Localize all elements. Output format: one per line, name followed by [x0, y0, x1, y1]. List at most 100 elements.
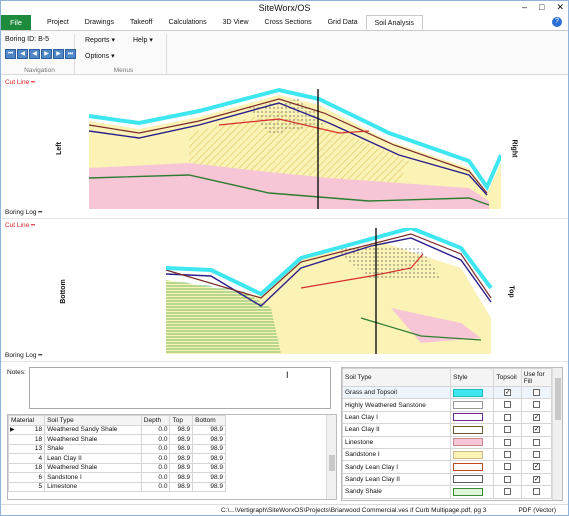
soil-style-swatch[interactable]: [453, 413, 484, 422]
tab-file[interactable]: File: [1, 15, 31, 30]
cell-soil-type[interactable]: Weathered Sandy Shale: [44, 424, 142, 435]
cell-soil-type[interactable]: Weathered Shale: [44, 434, 142, 445]
col-soil-type[interactable]: Soil Type: [44, 415, 142, 426]
last-icon[interactable]: ⏭: [65, 49, 76, 59]
topsoil-checkbox[interactable]: [504, 451, 512, 459]
soil-style-cell[interactable]: [450, 435, 495, 449]
next-fast-icon[interactable]: ▶: [53, 49, 64, 59]
cell-top[interactable]: 98.9: [169, 443, 194, 454]
cell-bottom[interactable]: 98.9: [192, 462, 226, 473]
topsoil-checkbox[interactable]: [504, 401, 512, 409]
tab-project[interactable]: Project: [47, 19, 69, 26]
cell-depth[interactable]: 0.0: [140, 472, 171, 483]
topsoil-checkbox[interactable]: [504, 488, 512, 496]
tab-grid-data[interactable]: Grid Data: [327, 19, 358, 26]
cell-soil-type[interactable]: Sandstone I: [44, 472, 142, 483]
soil-scroll-thumb[interactable]: [555, 378, 561, 420]
topsoil-checkbox[interactable]: [504, 426, 512, 434]
soil-style-swatch[interactable]: [453, 450, 484, 459]
tab-calculations[interactable]: Calculations: [168, 19, 207, 26]
cell-depth[interactable]: 0.0: [140, 462, 171, 473]
col-top[interactable]: Top: [169, 415, 194, 426]
materials-scroll-thumb[interactable]: [329, 455, 335, 471]
cell-soil-type[interactable]: Shale: [44, 443, 142, 454]
cell-depth[interactable]: 0.0: [140, 434, 171, 445]
cell-top[interactable]: 98.9: [169, 472, 194, 483]
topsoil-checkbox[interactable]: ✓: [504, 389, 512, 397]
cell-depth[interactable]: 0.0: [140, 424, 171, 435]
topsoil-checkbox[interactable]: [504, 463, 512, 471]
soil-style-swatch[interactable]: [453, 425, 484, 434]
cell-material[interactable]: 5: [8, 481, 46, 492]
soil-style-cell[interactable]: [450, 398, 495, 412]
soil-row[interactable]: Sandstone I: [342, 447, 553, 462]
col-depth[interactable]: Depth: [140, 415, 171, 426]
col-material[interactable]: Material: [8, 415, 46, 426]
cell-bottom[interactable]: 98.9: [192, 453, 226, 464]
table-row[interactable]: 18 Weathered Shale 0.0 98.9 98.9: [8, 434, 226, 445]
use-for-fill-checkbox[interactable]: [532, 451, 540, 459]
cell-bottom[interactable]: 98.9: [192, 424, 226, 435]
soil-style-cell[interactable]: [450, 385, 495, 400]
prev-icon[interactable]: ◀: [29, 49, 40, 59]
col-bottom[interactable]: Bottom: [192, 415, 226, 426]
topsoil-checkbox[interactable]: [504, 475, 512, 483]
reports-menu[interactable]: Reports ▾: [85, 37, 115, 44]
soil-style-cell[interactable]: [450, 447, 495, 462]
soil-types-scrollbar[interactable]: [552, 368, 562, 500]
table-row[interactable]: 18 ▶ Weathered Sandy Shale 0.0 98.9 98.9: [8, 424, 226, 435]
cell-top[interactable]: 98.9: [169, 481, 194, 492]
cell-material[interactable]: 18: [8, 434, 46, 445]
cell-top[interactable]: 98.9: [169, 462, 194, 473]
soil-style-swatch[interactable]: [453, 401, 484, 410]
cell-material[interactable]: 4: [8, 453, 46, 464]
table-row[interactable]: 13 Shale 0.0 98.9 98.9: [8, 443, 226, 454]
use-for-fill-checkbox[interactable]: [532, 389, 540, 397]
topsoil-checkbox[interactable]: [504, 438, 512, 446]
cell-depth[interactable]: 0.0: [140, 481, 171, 492]
cell-material[interactable]: 18: [8, 462, 46, 473]
cell-depth[interactable]: 0.0: [140, 443, 171, 454]
soil-style-cell[interactable]: [450, 410, 495, 425]
maximize-button[interactable]: □: [539, 2, 545, 12]
soil-style-swatch[interactable]: [453, 388, 484, 397]
boring-id-value[interactable]: B-5: [38, 36, 49, 43]
soil-row[interactable]: Lean Clay I ✓: [342, 410, 553, 425]
cell-bottom[interactable]: 98.9: [192, 472, 226, 483]
tab-soil-analysis[interactable]: Soil Analysis: [365, 15, 423, 30]
use-for-fill-checkbox[interactable]: ✓: [532, 463, 540, 471]
col-use-for-fill[interactable]: Use for Fill: [520, 368, 553, 387]
help-menu[interactable]: Help ▾: [133, 37, 153, 44]
soil-row[interactable]: Grass and Topsoil ✓: [342, 385, 553, 400]
col-topsoil[interactable]: Topsoil: [493, 368, 522, 387]
tab-takeoff[interactable]: Takeoff: [129, 19, 153, 26]
table-row[interactable]: 6 Sandstone I 0.0 98.9 98.9: [8, 472, 226, 483]
cell-depth[interactable]: 0.0: [140, 453, 171, 464]
soil-row[interactable]: Sandy Shale: [342, 485, 553, 499]
tab-cross-sections[interactable]: Cross Sections: [264, 19, 312, 26]
tab-drawings[interactable]: Drawings: [84, 19, 114, 26]
soil-row[interactable]: Sandy Lean Clay II ✓: [342, 472, 553, 487]
cell-bottom[interactable]: 98.9: [192, 443, 226, 454]
use-for-fill-checkbox[interactable]: [532, 438, 540, 446]
soil-style-cell[interactable]: [450, 485, 495, 499]
soil-style-cell[interactable]: [450, 460, 495, 474]
use-for-fill-checkbox[interactable]: ✓: [532, 426, 540, 434]
options-menu[interactable]: Options ▾: [85, 53, 115, 60]
cell-bottom[interactable]: 98.9: [192, 434, 226, 445]
soil-style-swatch[interactable]: [453, 438, 484, 447]
cell-material[interactable]: 13: [8, 443, 46, 454]
minimize-button[interactable]: –: [522, 2, 528, 12]
table-row[interactable]: 5 Limestone 0.0 98.9 98.9: [8, 481, 226, 492]
table-row[interactable]: 4 Lean Clay II 0.0 98.9 98.9: [8, 453, 226, 464]
prev-fast-icon[interactable]: ◀: [17, 49, 28, 59]
first-icon[interactable]: ⏮: [5, 49, 16, 59]
soil-style-cell[interactable]: [450, 423, 495, 437]
col-soil-type-name[interactable]: Soil Type: [342, 368, 452, 387]
notes-textarea[interactable]: [29, 367, 331, 409]
use-for-fill-checkbox[interactable]: ✓: [532, 413, 540, 421]
soil-row[interactable]: Lean Clay II ✓: [342, 423, 553, 437]
soil-style-cell[interactable]: [450, 472, 495, 487]
soil-style-swatch[interactable]: [453, 475, 484, 484]
cell-soil-type[interactable]: Lean Clay II: [44, 453, 142, 464]
